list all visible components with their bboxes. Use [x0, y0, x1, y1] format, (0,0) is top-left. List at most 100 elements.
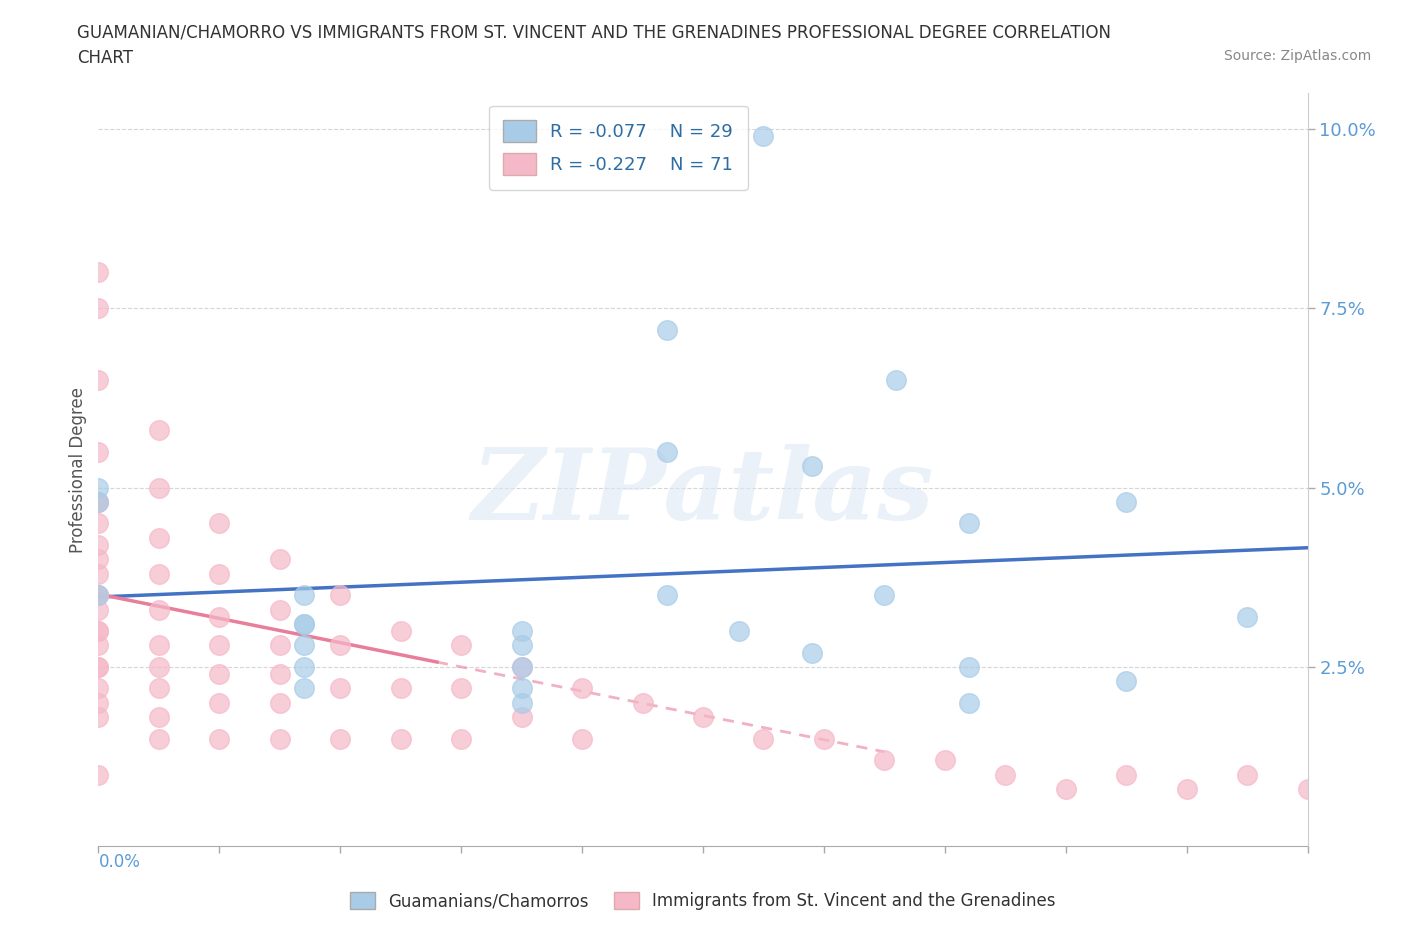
Point	[87, 480, 110, 495]
Point	[994, 767, 1017, 782]
Point	[800, 645, 823, 660]
Point	[269, 667, 291, 682]
Point	[510, 710, 533, 724]
Point	[87, 659, 110, 674]
Point	[1236, 609, 1258, 624]
Point	[87, 681, 110, 696]
Point	[269, 602, 291, 617]
Point	[148, 731, 170, 746]
Point	[450, 731, 472, 746]
Text: ZIPatlas: ZIPatlas	[472, 444, 934, 540]
Point	[873, 588, 896, 603]
Point	[329, 681, 352, 696]
Y-axis label: Professional Degree: Professional Degree	[69, 387, 87, 552]
Point	[752, 128, 775, 143]
Text: CHART: CHART	[77, 49, 134, 67]
Point	[1115, 674, 1137, 689]
Point	[269, 696, 291, 711]
Point	[269, 638, 291, 653]
Point	[510, 659, 533, 674]
Point	[87, 659, 110, 674]
Point	[655, 588, 678, 603]
Point	[692, 710, 714, 724]
Point	[957, 696, 980, 711]
Point	[87, 495, 110, 510]
Point	[292, 638, 315, 653]
Point	[873, 752, 896, 767]
Point	[208, 696, 231, 711]
Point	[87, 445, 110, 459]
Point	[292, 588, 315, 603]
Point	[208, 609, 231, 624]
Point	[510, 659, 533, 674]
Point	[292, 617, 315, 631]
Text: Source: ZipAtlas.com: Source: ZipAtlas.com	[1223, 49, 1371, 63]
Point	[87, 638, 110, 653]
Point	[208, 667, 231, 682]
Point	[148, 638, 170, 653]
Point	[631, 696, 654, 711]
Point	[87, 710, 110, 724]
Point	[87, 265, 110, 280]
Point	[87, 516, 110, 531]
Point	[87, 373, 110, 388]
Point	[1236, 767, 1258, 782]
Point	[329, 731, 352, 746]
Point	[148, 659, 170, 674]
Point	[148, 530, 170, 545]
Point	[450, 681, 472, 696]
Point	[148, 423, 170, 438]
Point	[655, 323, 678, 338]
Point	[1115, 495, 1137, 510]
Point	[510, 681, 533, 696]
Point	[1115, 767, 1137, 782]
Point	[292, 681, 315, 696]
Point	[87, 767, 110, 782]
Point	[87, 624, 110, 639]
Point	[208, 516, 231, 531]
Point	[450, 638, 472, 653]
Point	[148, 710, 170, 724]
Point	[148, 681, 170, 696]
Point	[87, 495, 110, 510]
Point	[1296, 781, 1319, 796]
Point	[389, 731, 412, 746]
Legend: R = -0.077    N = 29, R = -0.227    N = 71: R = -0.077 N = 29, R = -0.227 N = 71	[489, 106, 748, 190]
Point	[813, 731, 835, 746]
Point	[87, 588, 110, 603]
Point	[87, 588, 110, 603]
Text: 0.0%: 0.0%	[98, 853, 141, 871]
Legend: Guamanians/Chamorros, Immigrants from St. Vincent and the Grenadines: Guamanians/Chamorros, Immigrants from St…	[343, 885, 1063, 917]
Point	[1175, 781, 1198, 796]
Point	[148, 602, 170, 617]
Point	[389, 681, 412, 696]
Point	[148, 566, 170, 581]
Point	[87, 538, 110, 552]
Point	[571, 731, 593, 746]
Point	[87, 300, 110, 315]
Point	[510, 696, 533, 711]
Point	[87, 588, 110, 603]
Point	[510, 624, 533, 639]
Point	[886, 373, 908, 388]
Point	[87, 602, 110, 617]
Point	[957, 659, 980, 674]
Point	[1054, 781, 1077, 796]
Point	[957, 516, 980, 531]
Point	[148, 480, 170, 495]
Point	[87, 624, 110, 639]
Point	[728, 624, 751, 639]
Point	[292, 659, 315, 674]
Point	[655, 445, 678, 459]
Point	[752, 731, 775, 746]
Point	[208, 731, 231, 746]
Point	[329, 638, 352, 653]
Point	[269, 551, 291, 566]
Point	[87, 495, 110, 510]
Point	[934, 752, 956, 767]
Point	[510, 638, 533, 653]
Point	[329, 588, 352, 603]
Point	[292, 617, 315, 631]
Point	[269, 731, 291, 746]
Point	[87, 566, 110, 581]
